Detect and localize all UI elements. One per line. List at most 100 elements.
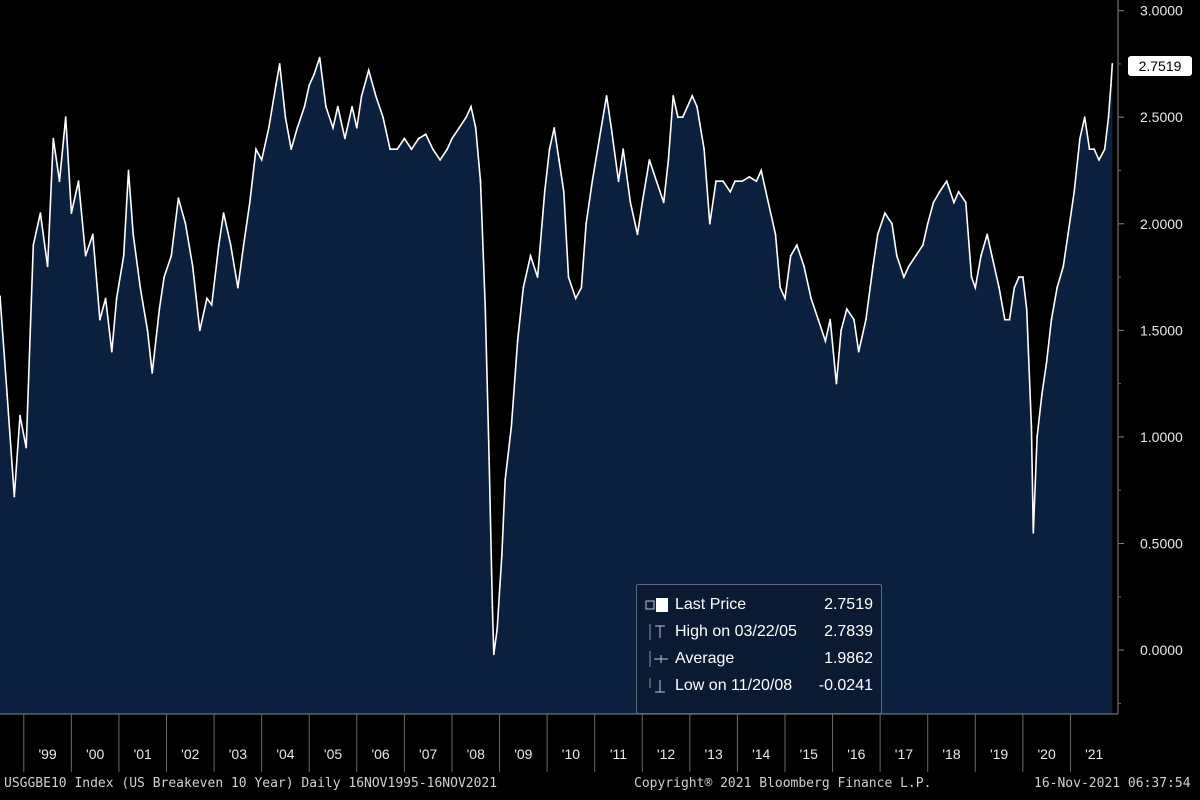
data-point — [275, 84, 277, 87]
y-tick-label: 2.0000 — [1140, 216, 1183, 232]
y-tick-label: 1.5000 — [1140, 322, 1183, 338]
data-point — [479, 180, 482, 183]
data-point — [748, 176, 751, 178]
data-point — [562, 190, 565, 193]
data-point — [367, 69, 370, 72]
legend-row-high: High on 03/22/05 2.7839 — [637, 620, 881, 644]
data-point — [1003, 318, 1006, 321]
data-point — [926, 222, 929, 225]
data-point — [662, 201, 665, 204]
x-tick-label: '08 — [467, 746, 485, 762]
x-tick-label: '21 — [1085, 746, 1103, 762]
data-point — [903, 276, 905, 278]
low-marker-icon — [645, 678, 669, 694]
plot-area — [0, 56, 1114, 714]
data-point — [1030, 425, 1033, 428]
data-point — [945, 180, 948, 183]
data-point — [1045, 361, 1048, 364]
data-point — [1041, 393, 1043, 396]
average-marker-icon — [645, 651, 669, 667]
x-tick-label: '07 — [419, 746, 437, 762]
legend-label: Last Price — [675, 596, 747, 613]
data-point — [1103, 148, 1106, 151]
data-point — [46, 265, 49, 268]
data-point — [242, 244, 245, 247]
data-point — [964, 201, 967, 204]
data-point — [605, 95, 608, 97]
data-point — [1022, 276, 1024, 278]
data-point — [77, 180, 80, 183]
data-point — [722, 180, 724, 183]
data-point — [474, 127, 477, 129]
y-tick-label: 2.5000 — [1140, 109, 1183, 125]
data-point — [432, 148, 434, 151]
series-area — [0, 57, 1113, 714]
data-point — [574, 297, 577, 300]
data-point — [403, 137, 406, 140]
data-point — [382, 116, 384, 119]
data-point — [122, 254, 125, 257]
data-point — [237, 286, 239, 289]
data-point — [6, 393, 8, 396]
data-point — [865, 318, 867, 321]
data-point — [501, 553, 503, 555]
data-point — [318, 56, 321, 59]
data-point — [655, 180, 658, 183]
data-point — [895, 254, 898, 257]
data-point — [1073, 190, 1076, 193]
data-point — [667, 159, 670, 161]
data-point — [1062, 265, 1065, 268]
data-point — [617, 180, 620, 183]
data-point — [803, 265, 805, 268]
data-point — [19, 414, 21, 417]
data-point — [25, 446, 28, 449]
data-point — [686, 105, 689, 108]
data-point — [278, 63, 281, 65]
data-point — [206, 297, 208, 300]
data-point — [872, 265, 874, 268]
data-point — [99, 318, 101, 321]
data-point — [496, 627, 499, 630]
data-point — [465, 116, 468, 119]
data-point — [424, 133, 427, 136]
data-point — [84, 254, 87, 257]
data-point — [760, 169, 763, 172]
x-tick-label: '09 — [514, 746, 532, 762]
data-point — [451, 137, 453, 140]
data-point — [260, 159, 263, 161]
y-tick-label: 0.5000 — [1140, 535, 1183, 551]
data-point — [691, 95, 694, 97]
data-point — [974, 286, 977, 289]
data-point — [32, 244, 35, 247]
data-point — [729, 190, 732, 193]
data-point — [0, 295, 1, 298]
data-point — [1111, 63, 1114, 65]
data-point — [672, 95, 675, 97]
data-point — [313, 73, 315, 76]
x-tick-label: '99 — [38, 746, 56, 762]
data-point — [580, 286, 583, 289]
data-point — [953, 201, 955, 204]
data-point — [970, 276, 973, 278]
legend-label: High on 03/22/05 — [675, 623, 797, 640]
data-point — [558, 159, 560, 161]
data-point — [146, 329, 149, 332]
data-point — [446, 148, 449, 151]
x-tick-label: '05 — [324, 746, 342, 762]
data-point — [932, 201, 935, 204]
data-point — [115, 297, 118, 300]
data-point — [810, 297, 812, 300]
data-point — [360, 95, 363, 97]
data-point — [163, 276, 166, 278]
data-point — [1008, 318, 1011, 321]
legend[interactable]: Last Price 2.7519 High on 03/22/05 2.783… — [636, 584, 882, 714]
data-point — [610, 127, 613, 129]
data-point — [492, 653, 495, 656]
legend-row-average: Average 1.9862 — [637, 647, 881, 671]
data-point — [715, 180, 717, 183]
data-point — [891, 222, 893, 225]
data-point — [884, 212, 886, 215]
data-point — [522, 286, 525, 289]
data-point — [470, 105, 472, 108]
